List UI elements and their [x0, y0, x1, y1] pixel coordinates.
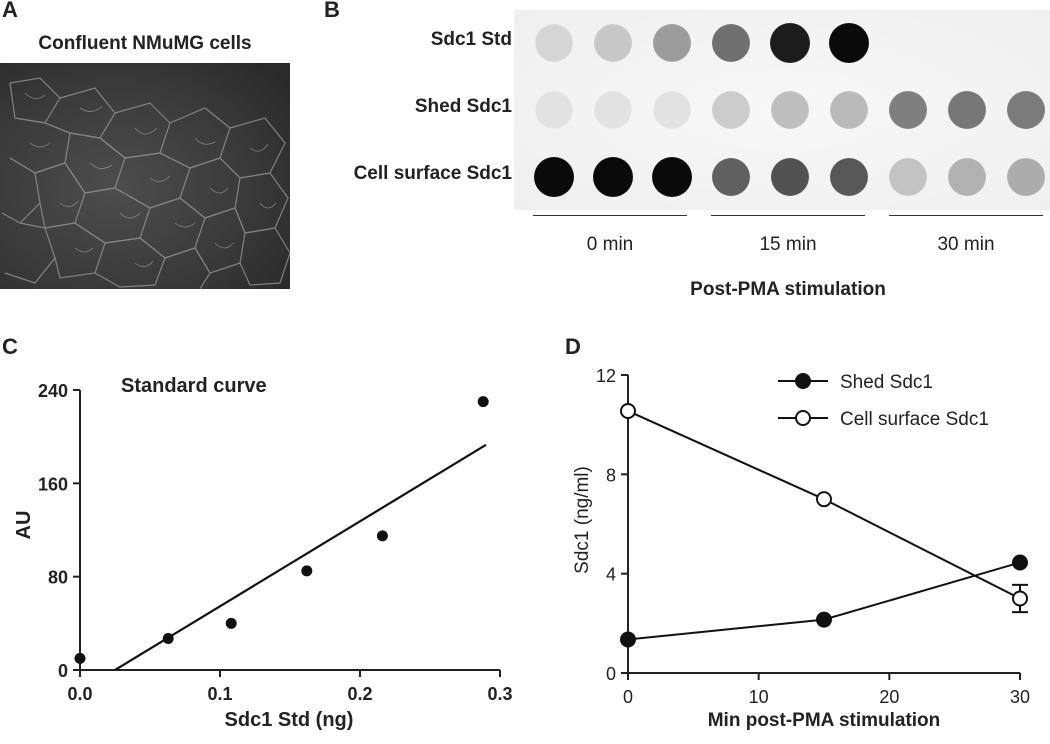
- row-label-sdc1-std: Sdc1 Std: [430, 29, 512, 50]
- group-bracket-0min: [533, 215, 687, 216]
- panel-b-xlabel: Post-PMA stimulation: [690, 279, 886, 300]
- chart-d-legend-marker-1: [795, 410, 811, 426]
- blot-dot-r2-c4: [771, 158, 809, 196]
- group-label-0min: 0 min: [586, 234, 634, 255]
- chart-d-ytick-label: 12: [596, 366, 616, 386]
- blot-dot-r0-c1: [594, 24, 632, 62]
- chart-d-ytick-label: 0: [606, 664, 616, 684]
- blot-dot-r1-c0: [535, 91, 573, 129]
- chart-d-series-line-0: [627, 561, 1021, 641]
- blot-dot-r1-c5: [830, 91, 868, 129]
- chart-c-point: [225, 617, 237, 629]
- chart-d-legend-marker-0: [795, 373, 811, 389]
- chart-c-xlabel: Sdc1 Std (ng): [225, 709, 354, 731]
- chart-d-point-0: [620, 631, 636, 648]
- blot-dot-r2-c2: [652, 157, 692, 197]
- chart-d-point-1: [1012, 590, 1028, 607]
- blot-dot-r2-c8: [1007, 158, 1045, 196]
- panel-d-letter: D: [565, 334, 581, 359]
- chart-c-xtick-label: 0.0: [67, 684, 92, 704]
- chart-c-point: [477, 396, 489, 408]
- group-label-15min: 15 min: [759, 234, 817, 255]
- dot-blot: [514, 10, 1050, 210]
- chart-d-legend-label-1: Cell surface Sdc1: [840, 409, 989, 430]
- blot-dot-r0-c5: [829, 23, 869, 63]
- chart-d-xtick-label: 30: [1010, 687, 1030, 707]
- cell-micrograph: [0, 63, 290, 289]
- chart-d-xlabel: Min post-PMA stimulation: [708, 710, 941, 731]
- blot-dot-r0-c2: [653, 24, 691, 62]
- group-bracket-15min: [711, 215, 865, 216]
- panel-c-letter: C: [2, 334, 18, 359]
- blot-dot-r2-c0: [534, 157, 574, 197]
- blot-dot-r1-c2: [653, 91, 691, 129]
- chart-d-ylabel: Sdc1 (ng/ml): [572, 466, 593, 574]
- blot-dot-r2-c6: [889, 158, 927, 196]
- panel-b-letter: B: [324, 0, 340, 22]
- chart-d-point-1: [620, 403, 636, 420]
- chart-c-fit-line: [114, 443, 487, 671]
- blot-dot-r1-c4: [771, 91, 809, 129]
- row-label-cell-surface-sdc1: Cell surface Sdc1: [353, 163, 512, 184]
- chart-d-ytick-label: 4: [606, 565, 616, 585]
- chart-c-ytick-label: 160: [38, 474, 68, 494]
- chart-c-title: Standard curve: [121, 375, 267, 397]
- chart-d-point-0: [1012, 554, 1028, 571]
- chart-d-ytick-label: 8: [606, 465, 616, 485]
- group-bracket-30min: [889, 215, 1043, 216]
- blot-dot-r1-c3: [712, 91, 750, 129]
- blot-dot-r2-c5: [830, 158, 868, 196]
- group-label-30min: 30 min: [937, 234, 995, 255]
- chart-d-point-0: [816, 611, 832, 628]
- blot-dot-r1-c7: [948, 91, 986, 129]
- chart-d-point-1: [816, 491, 832, 508]
- chart-c-ytick-label: 80: [48, 568, 68, 588]
- blot-dot-r2-c1: [593, 157, 633, 197]
- chart-c-ylabel: AU: [13, 511, 35, 540]
- chart-d-xtick-label: 20: [879, 687, 899, 707]
- blot-dot-r2-c7: [948, 158, 986, 196]
- chart-d-legend-label-0: Shed Sdc1: [840, 372, 933, 393]
- blot-dot-r0-c4: [770, 23, 810, 63]
- chart-c-point: [301, 565, 313, 577]
- chart-c-point: [376, 530, 388, 542]
- chart-c-ytick-label: 240: [38, 381, 68, 401]
- blot-dot-r1-c8: [1007, 91, 1045, 129]
- standard-curve-chart: Standard curve AU Sdc1 Std (ng) 0 80 160 24…: [0, 355, 540, 739]
- chart-c-point: [74, 652, 86, 664]
- chart-d-xtick-label: 10: [749, 687, 769, 707]
- blot-dot-r1-c1: [594, 91, 632, 129]
- chart-c-xtick-label: 0.1: [207, 684, 232, 704]
- chart-c-xtick-label: 0.3: [487, 684, 512, 704]
- panel-a-letter: A: [2, 0, 18, 22]
- chart-c-point: [162, 633, 174, 644]
- panel-a-title: Confluent NMuMG cells: [38, 33, 252, 54]
- chart-c-ytick-label: 0: [58, 661, 68, 681]
- row-label-shed-sdc1: Shed Sdc1: [414, 96, 512, 117]
- blot-dot-r1-c6: [889, 91, 927, 129]
- blot-dot-r0-c3: [712, 24, 750, 62]
- chart-c-xtick-label: 0.2: [347, 684, 372, 704]
- chart-d-xtick-label: 0: [623, 687, 633, 707]
- blot-dot-r0-c0: [535, 24, 573, 62]
- blot-dot-r2-c3: [712, 158, 750, 196]
- sdc1-timecourse-chart: Sdc1 (ng/ml) Min post-PMA stimulation Sh…: [560, 355, 1050, 739]
